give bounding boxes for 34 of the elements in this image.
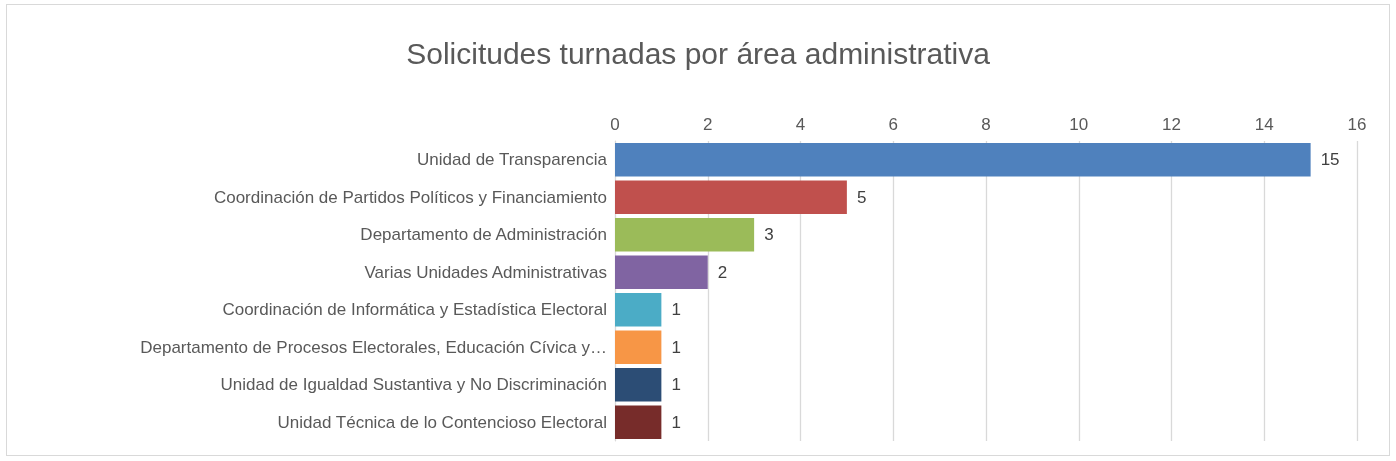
y-tick-label: Unidad de Transparencia [417,150,608,170]
bar [615,143,1311,177]
x-tick-label: 16 [1347,115,1367,134]
bar [615,368,662,402]
y-tick-label: Varias Unidades Administrativas [364,262,607,282]
x-tick-label: 6 [888,115,898,134]
data-label: 3 [764,225,774,245]
bar [615,293,662,327]
y-tick-label: Unidad Técnica de lo Contencioso Electoral [277,412,607,432]
bar [615,405,662,439]
data-label: 2 [717,262,728,282]
data-label: 1 [671,412,681,432]
data-label: 15 [1320,150,1340,170]
bar [615,330,662,364]
x-tick-label: 14 [1254,115,1274,134]
bar [615,218,755,252]
y-tick-label: Coordinación de Partidos Políticos y Financiamiento [213,187,607,207]
x-tick-label: 12 [1162,115,1181,134]
y-tick-label: Unidad de Igualdad Sustantiva y No Discriminación [220,375,607,395]
x-tick-label: 0 [610,115,620,134]
y-tick-label: Departamento de Procesos Electorales, Educación Cívica y… [140,337,607,357]
data-label: 1 [671,300,681,320]
y-tick-label: Departamento de Administración [360,225,607,245]
x-tick-label: 2 [703,115,713,134]
y-tick-label: Coordinación de Informática y Estadística Electoral [222,300,607,320]
x-tick-label: 10 [1069,115,1089,134]
bar [615,255,708,289]
data-label: 1 [671,337,681,357]
data-label: 1 [671,375,681,395]
data-label: 5 [856,187,867,207]
bar [615,180,847,214]
x-tick-label: 8 [981,115,991,134]
chart-title: Solicitudes turnadas por área administrativa [406,36,991,70]
x-tick-label: 4 [795,115,806,134]
